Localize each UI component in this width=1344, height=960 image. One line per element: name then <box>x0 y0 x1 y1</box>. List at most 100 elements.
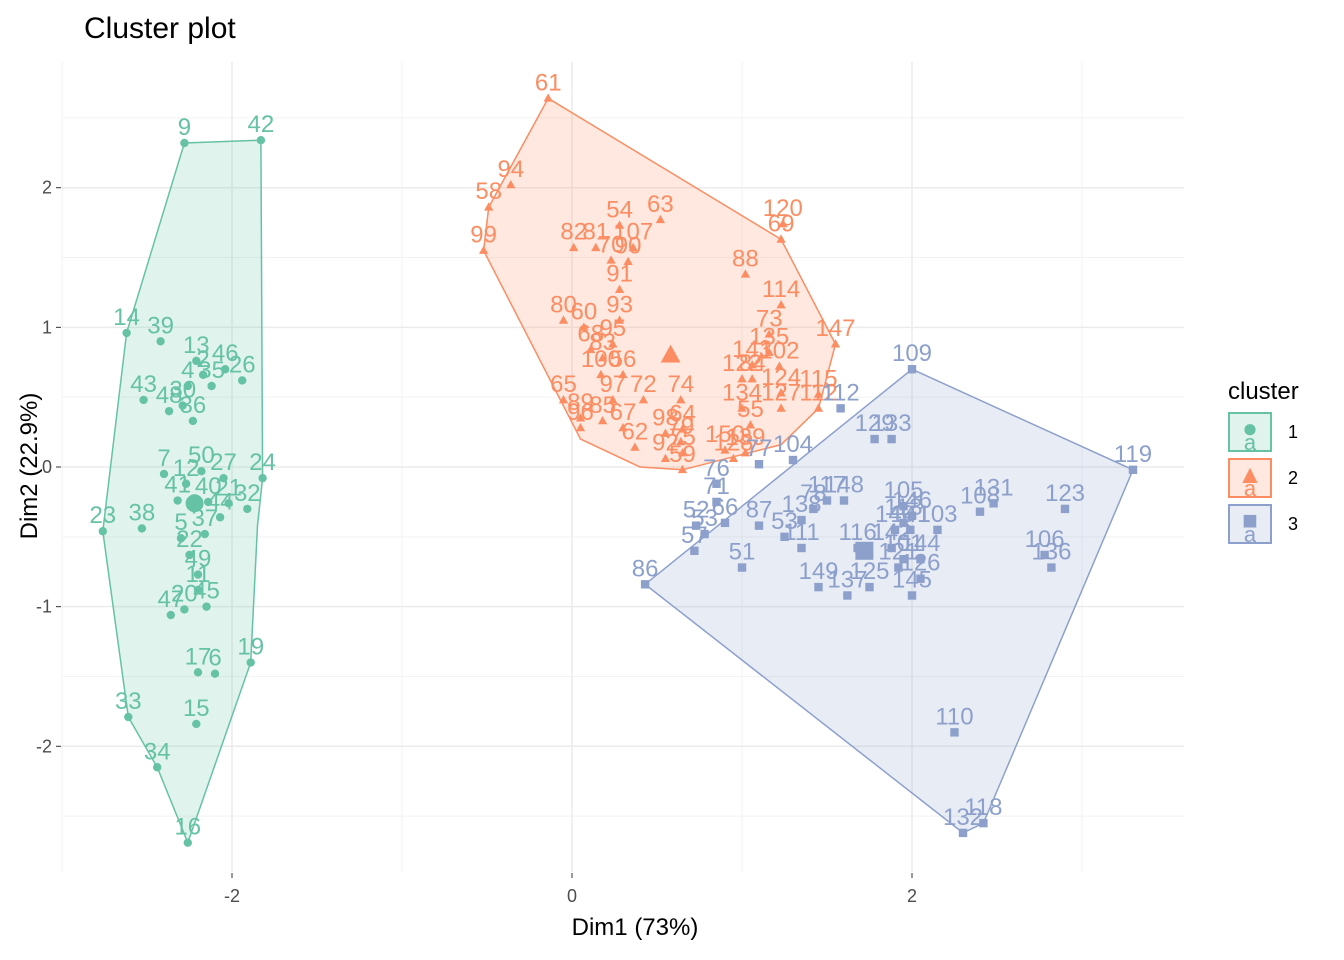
point-label: 70 <box>598 231 625 258</box>
data-point <box>655 214 666 224</box>
data-point <box>894 563 903 572</box>
point-label: 41 <box>164 472 191 499</box>
point-label: 112 <box>821 379 859 406</box>
data-point <box>623 256 633 266</box>
data-point <box>778 219 788 228</box>
cluster-centroid <box>660 344 681 363</box>
data-point <box>979 818 988 828</box>
point-label: 149 <box>798 558 838 585</box>
point-label: 27 <box>210 449 237 476</box>
data-point <box>221 365 230 374</box>
point-label: 6 <box>208 645 221 672</box>
y-tick-label: 2 <box>42 178 52 198</box>
data-point <box>676 395 686 404</box>
point-label: 144 <box>900 530 940 557</box>
data-point <box>754 460 764 469</box>
point-label: 32 <box>234 480 261 507</box>
point-label: 118 <box>964 794 1002 821</box>
data-point <box>747 374 757 383</box>
data-point <box>1040 550 1049 560</box>
data-point <box>173 496 182 505</box>
data-point <box>933 525 942 535</box>
point-label: 59 <box>669 441 696 468</box>
x-tick-label: 2 <box>907 886 917 906</box>
data-point <box>224 499 233 508</box>
data-point <box>210 669 220 678</box>
data-point <box>677 424 688 433</box>
data-point <box>614 315 625 324</box>
data-point <box>660 453 671 462</box>
data-point <box>677 448 688 457</box>
legend-label: 1 <box>1288 422 1299 442</box>
data-point <box>506 179 516 189</box>
point-label: 88 <box>732 245 759 272</box>
data-point <box>700 529 709 539</box>
point-label: 26 <box>229 351 256 378</box>
legend-label: 2 <box>1288 468 1299 488</box>
data-point <box>776 234 786 243</box>
data-point <box>156 337 165 346</box>
data-point <box>197 466 206 476</box>
data-point <box>606 255 616 264</box>
data-point <box>246 658 255 667</box>
point-label: 21 <box>215 474 242 501</box>
point-label: 112 <box>799 379 837 406</box>
data-point <box>628 242 638 252</box>
point-label: 125 <box>849 558 889 585</box>
y-tick-label: -2 <box>36 736 52 756</box>
point-label: 62 <box>622 418 649 445</box>
data-point <box>890 525 900 535</box>
legend-key: ■ a <box>1228 504 1272 546</box>
point-label: 33 <box>115 688 142 715</box>
legend-title: cluster <box>1228 378 1299 405</box>
y-axis-ticks: -2 -1 0 1 2 <box>36 178 61 756</box>
data-point <box>740 269 751 278</box>
data-point <box>159 469 169 479</box>
point-label: 39 <box>147 312 174 339</box>
point-label: 51 <box>729 539 756 566</box>
data-point <box>192 356 201 366</box>
legend-key: ▲ a <box>1228 458 1272 500</box>
data-point <box>597 415 608 425</box>
chart-title: Cluster plot <box>84 12 236 45</box>
point-label: 96 <box>567 399 594 426</box>
data-point <box>916 574 925 583</box>
point-label: 98 <box>652 404 679 431</box>
point-label: 146 <box>892 487 932 514</box>
point-label: 52 <box>683 497 710 524</box>
point-label: 49 <box>185 546 212 573</box>
legend-label: 3 <box>1288 514 1299 534</box>
point-label: 135 <box>749 323 789 350</box>
point-label: 87 <box>746 497 773 524</box>
data-point <box>243 504 252 514</box>
point-label: 132 <box>943 804 983 831</box>
point-label: 9 <box>178 114 191 141</box>
point-label: 5 <box>174 509 187 536</box>
point-label: 150 <box>705 421 745 448</box>
data-point <box>193 668 203 677</box>
data-point <box>865 582 874 592</box>
point-label: 30 <box>169 377 196 404</box>
data-point <box>907 591 917 600</box>
data-point <box>958 828 968 838</box>
point-label: 140 <box>875 501 915 528</box>
data-point <box>543 93 553 102</box>
point-label: 127 <box>761 379 801 406</box>
point-label: 73 <box>756 305 783 332</box>
point-label: 129 <box>855 410 895 437</box>
data-point <box>906 525 915 535</box>
data-point <box>813 403 824 412</box>
data-point <box>737 563 747 572</box>
data-point <box>183 381 192 391</box>
point-label: 128 <box>713 430 753 457</box>
y-tick-label: 0 <box>42 457 52 477</box>
data-point <box>204 497 213 507</box>
data-point <box>780 532 789 542</box>
point-label: 43 <box>130 371 157 398</box>
data-point <box>887 434 896 444</box>
data-point <box>640 580 650 589</box>
point-label: 93 <box>606 291 633 318</box>
point-label: 106 <box>1025 526 1065 553</box>
point-label: 23 <box>89 502 116 529</box>
